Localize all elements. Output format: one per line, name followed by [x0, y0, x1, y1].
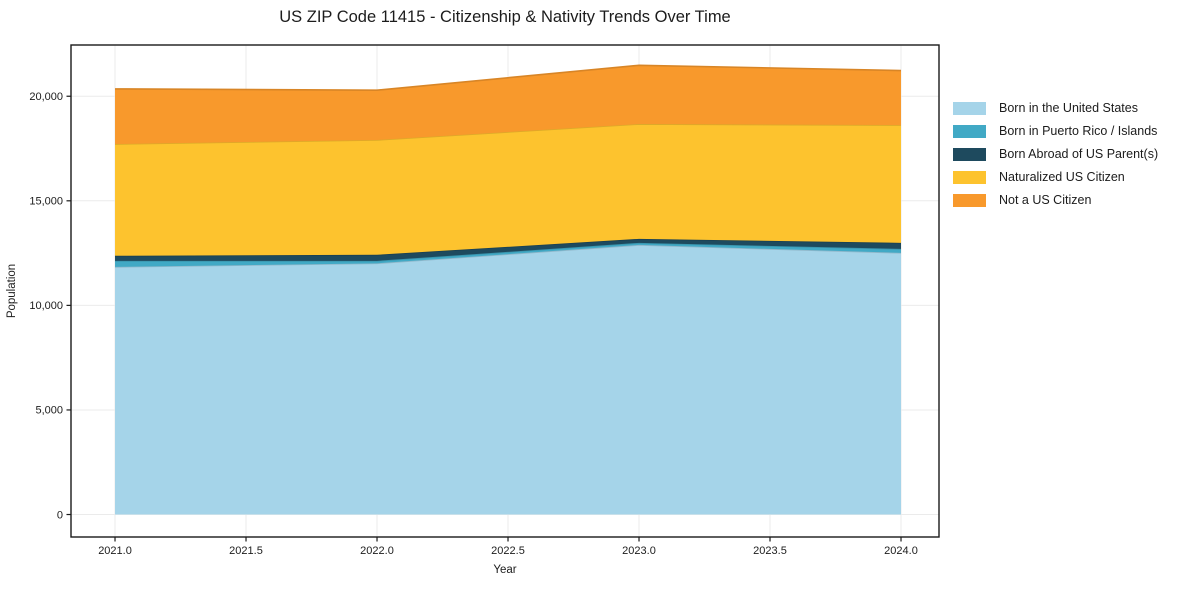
x-axis-label: Year — [493, 564, 516, 576]
y-axis-label: Population — [6, 264, 18, 318]
y-tick-label: 5,000 — [35, 405, 63, 417]
legend-label: Not a US Citizen — [999, 193, 1092, 207]
x-tick-label: 2021.5 — [229, 545, 263, 557]
x-tick-label: 2022.5 — [491, 545, 525, 557]
legend-item-not-a-us-citizen: Not a US Citizen — [953, 194, 1158, 207]
legend-swatch — [953, 148, 986, 161]
area-edge-not-a-us-citizen — [115, 64, 902, 91]
x-tick-label: 2024.0 — [884, 545, 918, 557]
x-tick-label: 2021.0 — [98, 545, 132, 557]
y-tick-label: 20,000 — [29, 91, 63, 103]
legend-swatch — [953, 171, 986, 184]
area-naturalized-us-citizen — [115, 124, 902, 256]
area-not-a-us-citizen — [115, 65, 902, 145]
legend-label: Naturalized US Citizen — [999, 170, 1125, 184]
x-tick-label: 2023.5 — [753, 545, 787, 557]
legend: Born in the United States Born in Puerto … — [953, 102, 1158, 207]
legend-item-naturalized-us-citizen: Naturalized US Citizen — [953, 171, 1158, 184]
legend-swatch — [953, 125, 986, 138]
legend-label: Born Abroad of US Parent(s) — [999, 147, 1159, 161]
area-born-in-the-united-states — [115, 244, 902, 515]
y-tick-label: 15,000 — [29, 196, 63, 208]
plot-frame — [70, 44, 940, 538]
x-tick-label: 2022.0 — [360, 545, 394, 557]
legend-swatch — [953, 102, 986, 115]
legend-label: Born in Puerto Rico / Islands — [999, 124, 1158, 138]
legend-item-born-in-the-united-states: Born in the United States — [953, 102, 1158, 115]
y-tick-label: 0 — [57, 509, 63, 521]
y-tick-label: 10,000 — [29, 300, 63, 312]
chart-title: US ZIP Code 11415 - Citizenship & Nativi… — [279, 8, 731, 26]
x-tick-label: 2023.0 — [622, 545, 656, 557]
legend-item-born-abroad-of-us-parent-s: Born Abroad of US Parent(s) — [953, 148, 1158, 161]
legend-swatch — [953, 194, 986, 207]
legend-item-born-in-puerto-rico-islands: Born in Puerto Rico / Islands — [953, 125, 1158, 138]
legend-label: Born in the United States — [999, 101, 1138, 115]
